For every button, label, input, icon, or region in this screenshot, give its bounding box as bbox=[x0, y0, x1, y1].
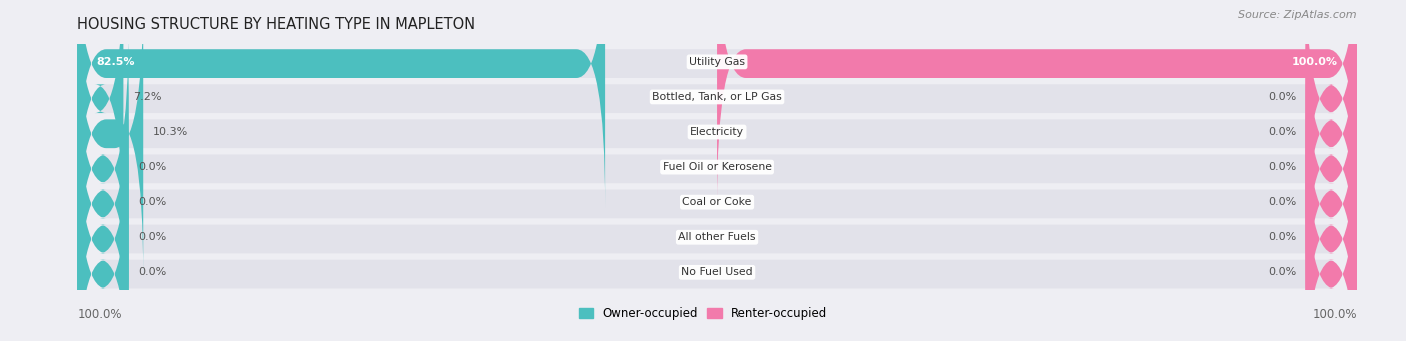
Text: 100.0%: 100.0% bbox=[1312, 308, 1357, 321]
FancyBboxPatch shape bbox=[77, 0, 1357, 207]
Text: Utility Gas: Utility Gas bbox=[689, 57, 745, 67]
FancyBboxPatch shape bbox=[717, 0, 1357, 207]
FancyBboxPatch shape bbox=[1306, 131, 1357, 341]
FancyBboxPatch shape bbox=[77, 0, 1357, 242]
FancyBboxPatch shape bbox=[77, 0, 605, 207]
Text: 0.0%: 0.0% bbox=[138, 267, 166, 277]
Text: Electricity: Electricity bbox=[690, 127, 744, 137]
Text: 0.0%: 0.0% bbox=[1268, 127, 1296, 137]
FancyBboxPatch shape bbox=[77, 131, 1357, 341]
FancyBboxPatch shape bbox=[77, 0, 1357, 277]
FancyBboxPatch shape bbox=[77, 0, 143, 277]
FancyBboxPatch shape bbox=[77, 95, 1357, 341]
Legend: Owner-occupied, Renter-occupied: Owner-occupied, Renter-occupied bbox=[574, 302, 832, 325]
Text: Fuel Oil or Kerosene: Fuel Oil or Kerosene bbox=[662, 162, 772, 172]
Text: Bottled, Tank, or LP Gas: Bottled, Tank, or LP Gas bbox=[652, 92, 782, 102]
Text: 100.0%: 100.0% bbox=[77, 308, 122, 321]
Text: 0.0%: 0.0% bbox=[1268, 232, 1296, 242]
FancyBboxPatch shape bbox=[77, 60, 128, 341]
FancyBboxPatch shape bbox=[1306, 0, 1357, 277]
FancyBboxPatch shape bbox=[77, 95, 128, 341]
FancyBboxPatch shape bbox=[1306, 95, 1357, 341]
FancyBboxPatch shape bbox=[77, 25, 128, 312]
Text: 0.0%: 0.0% bbox=[1268, 92, 1296, 102]
Text: 0.0%: 0.0% bbox=[138, 197, 166, 207]
FancyBboxPatch shape bbox=[1306, 60, 1357, 341]
Text: All other Fuels: All other Fuels bbox=[678, 232, 756, 242]
Text: 82.5%: 82.5% bbox=[97, 57, 135, 67]
Text: Coal or Coke: Coal or Coke bbox=[682, 197, 752, 207]
Text: No Fuel Used: No Fuel Used bbox=[682, 267, 752, 277]
FancyBboxPatch shape bbox=[77, 60, 1357, 341]
Text: 100.0%: 100.0% bbox=[1292, 57, 1337, 67]
FancyBboxPatch shape bbox=[1306, 0, 1357, 242]
Text: HOUSING STRUCTURE BY HEATING TYPE IN MAPLETON: HOUSING STRUCTURE BY HEATING TYPE IN MAP… bbox=[77, 17, 475, 32]
Text: 7.2%: 7.2% bbox=[134, 92, 162, 102]
Text: 0.0%: 0.0% bbox=[1268, 162, 1296, 172]
Text: 10.3%: 10.3% bbox=[153, 127, 188, 137]
FancyBboxPatch shape bbox=[1306, 25, 1357, 312]
Text: 0.0%: 0.0% bbox=[138, 162, 166, 172]
FancyBboxPatch shape bbox=[77, 25, 1357, 312]
FancyBboxPatch shape bbox=[77, 131, 128, 341]
Text: Source: ZipAtlas.com: Source: ZipAtlas.com bbox=[1239, 10, 1357, 20]
Text: 0.0%: 0.0% bbox=[138, 232, 166, 242]
Text: 0.0%: 0.0% bbox=[1268, 197, 1296, 207]
Text: 0.0%: 0.0% bbox=[1268, 267, 1296, 277]
FancyBboxPatch shape bbox=[77, 0, 124, 242]
